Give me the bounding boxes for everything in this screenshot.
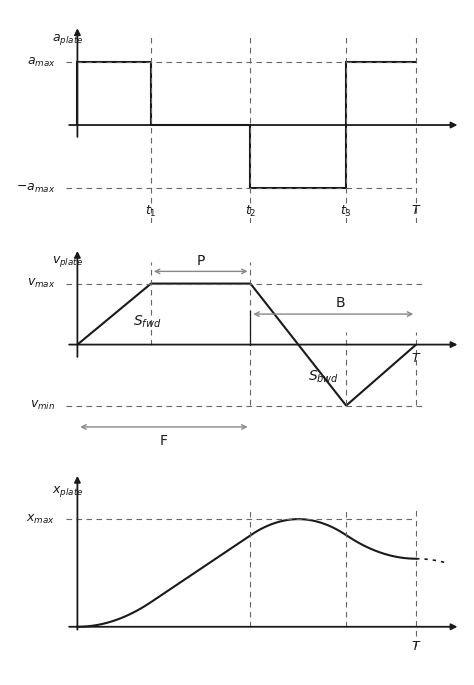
Text: $S_{bwd}$: $S_{bwd}$ [309, 368, 340, 384]
Text: $-a_{max}$: $-a_{max}$ [16, 182, 55, 195]
Text: P: P [197, 253, 205, 268]
Text: $v_{max}$: $v_{max}$ [27, 277, 55, 290]
Text: $S_{fwd}$: $S_{fwd}$ [133, 313, 162, 329]
Text: $a_{plate}$: $a_{plate}$ [52, 32, 83, 47]
Text: $t_2$: $t_2$ [245, 203, 256, 219]
Text: B: B [336, 296, 346, 310]
Text: F: F [160, 434, 168, 448]
Text: $v_{min}$: $v_{min}$ [30, 399, 55, 412]
Text: $T$: $T$ [411, 640, 421, 653]
Text: $a_{max}$: $a_{max}$ [27, 55, 55, 68]
Text: $T$: $T$ [411, 203, 421, 216]
Text: $x_{max}$: $x_{max}$ [27, 512, 55, 525]
Text: $t_1$: $t_1$ [145, 203, 157, 219]
Text: $t_3$: $t_3$ [340, 203, 352, 219]
Text: $T$: $T$ [411, 352, 421, 365]
Text: $x_{plate}$: $x_{plate}$ [52, 484, 83, 499]
Text: $v_{plate}$: $v_{plate}$ [52, 254, 83, 269]
